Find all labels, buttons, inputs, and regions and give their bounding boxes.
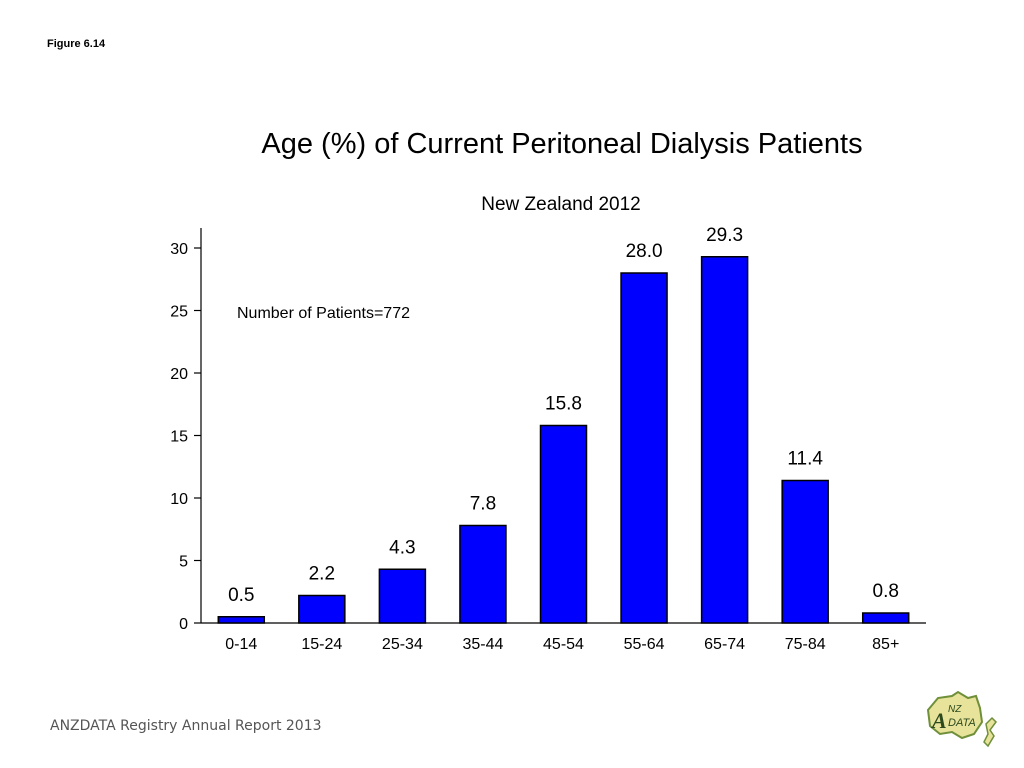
logo-letter-data: DATA bbox=[948, 717, 976, 729]
y-tick-label: 20 bbox=[170, 366, 188, 383]
x-tick-label: 55-64 bbox=[624, 636, 665, 653]
figure-label: Figure 6.14 bbox=[47, 38, 106, 50]
y-tick-label: 25 bbox=[170, 304, 188, 321]
bar-35-44 bbox=[459, 524, 507, 624]
chart-title: Age (%) of Current Peritoneal Dialysis P… bbox=[261, 128, 863, 160]
x-tick-label: 35-44 bbox=[462, 636, 503, 653]
logo-letter-a: A bbox=[930, 708, 947, 733]
y-tick-label: 30 bbox=[170, 241, 188, 258]
bar-45-54 bbox=[539, 424, 588, 624]
bar-value-label: 29.3 bbox=[706, 225, 743, 246]
bar-25-34 bbox=[378, 568, 427, 624]
x-tick-label: 15-24 bbox=[301, 636, 342, 653]
x-tick-label: 0-14 bbox=[225, 636, 257, 653]
bar-85+ bbox=[861, 612, 910, 624]
footer-text: ANZDATA Registry Annual Report 2013 bbox=[50, 718, 322, 734]
chart-subtitle: New Zealand 2012 bbox=[481, 194, 641, 215]
bar-value-label: 2.2 bbox=[309, 564, 335, 585]
patient-count-annotation: Number of Patients=772 bbox=[237, 305, 410, 322]
bar-value-label: 11.4 bbox=[787, 449, 823, 470]
logo-letter-nz: NZ bbox=[948, 704, 962, 715]
bar-15-24 bbox=[298, 594, 346, 624]
x-tick-label: 25-34 bbox=[382, 636, 423, 653]
y-tick-label: 10 bbox=[170, 491, 188, 508]
bar-0-14 bbox=[217, 616, 266, 624]
x-tick-label: 45-54 bbox=[543, 636, 584, 653]
bar-65-74 bbox=[700, 256, 749, 624]
bar-value-label: 7.8 bbox=[470, 494, 496, 515]
bar-value-label: 4.3 bbox=[389, 537, 415, 558]
x-tick-label: 85+ bbox=[872, 636, 899, 653]
y-tick-label: 5 bbox=[179, 554, 188, 571]
bar-value-label: 15.8 bbox=[545, 394, 582, 415]
anzdata-logo: A NZ DATA bbox=[926, 690, 997, 748]
bar-75-84 bbox=[781, 479, 829, 624]
y-tick-label: 0 bbox=[179, 616, 188, 633]
bar-55-64 bbox=[620, 272, 668, 624]
y-tick-label: 15 bbox=[170, 429, 188, 446]
x-tick-label: 75-84 bbox=[785, 636, 826, 653]
x-tick-label: 65-74 bbox=[704, 636, 745, 653]
bar-value-label: 0.8 bbox=[873, 581, 899, 602]
bar-value-label: 0.5 bbox=[228, 585, 254, 606]
bar-value-label: 28.0 bbox=[626, 241, 663, 262]
